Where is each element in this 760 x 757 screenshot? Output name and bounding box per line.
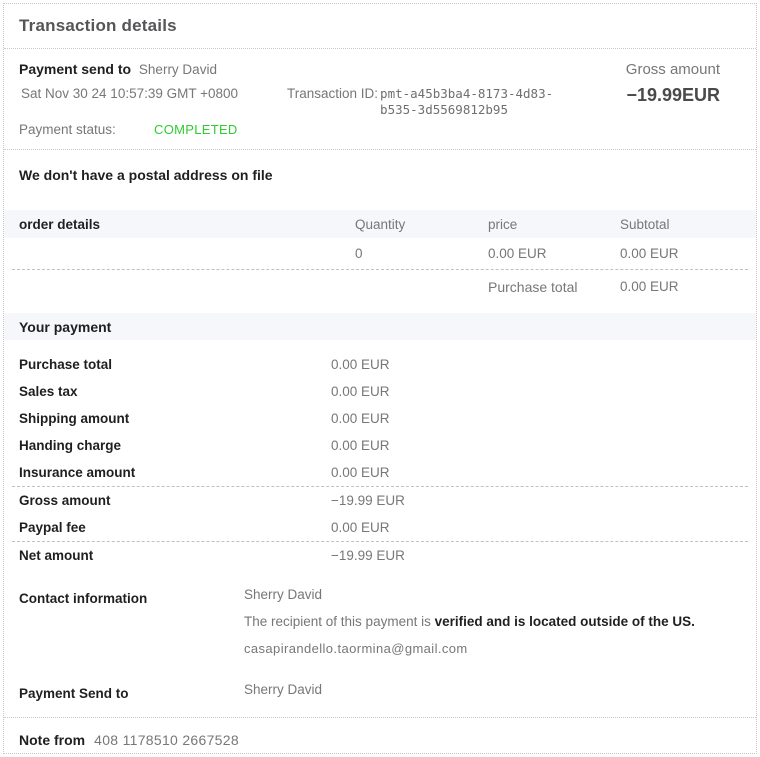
contact-name: Sherry David (244, 587, 323, 602)
contact-information-section: Contact information Sherry David The rec… (4, 587, 756, 668)
order-item-subtotal: 0.00 EUR (620, 246, 679, 261)
page-frame: Transaction details Payment send to Sher… (3, 3, 757, 754)
payment-row-shipping-amount: Shipping amount 0.00 EUR (19, 411, 390, 426)
note-divider (4, 717, 756, 718)
payment-rows-divider-1 (12, 486, 748, 487)
payment-row-handing-charge: Handing charge 0.00 EUR (19, 438, 390, 453)
note-from-row: Note from 408 1178510 2667528 (4, 718, 756, 748)
column-subtotal: Subtotal (620, 216, 670, 232)
order-table-divider (12, 269, 748, 270)
order-item-price: 0.00 EUR (488, 246, 547, 261)
payment-send-to-label: Payment send to (19, 61, 132, 77)
order-item-quantity: 0 (355, 246, 363, 261)
transaction-id-label: Transaction ID: (287, 86, 379, 101)
payment-row-paypal-fee: Paypal fee 0.00 EUR (19, 520, 390, 535)
payment-row-insurance-amount: Insurance amount 0.00 EUR (19, 465, 390, 480)
column-price: price (488, 216, 518, 232)
note-from-value: 408 1178510 2667528 (94, 732, 239, 748)
payment-row-purchase-total: Purchase total 0.00 EUR (19, 357, 390, 372)
recipient-verification-prefix: The recipient of this payment is (244, 614, 435, 629)
payment-row-sales-tax: Sales tax 0.00 EUR (19, 384, 390, 399)
column-quantity: Quantity (355, 216, 406, 232)
transaction-meta-row: Sat Nov 30 24 10:57:39 GMT +0800 Transac… (19, 86, 558, 117)
order-table-row: 0 0.00 EUR 0.00 EUR (4, 238, 756, 269)
your-payment-title: Your payment (19, 318, 112, 335)
contact-information-label: Contact information (19, 591, 148, 606)
payment-rows-divider-2 (12, 541, 748, 542)
transaction-id-value: pmt-a45b3ba4-8173-4d83-b535-3d5569812b95 (380, 86, 554, 117)
your-payment-header: Your payment (4, 313, 756, 340)
recipient-verification-bold: verified and is located outside of the U… (434, 614, 695, 629)
payment-send-to-section: Payment Send to Sherry David (4, 682, 756, 701)
recipient-verification-line: The recipient of this payment is verifie… (244, 614, 695, 629)
note-from-label: Note from (19, 732, 86, 748)
payment-summary-section: Payment send to Sherry David Sat Nov 30 … (4, 49, 756, 150)
payment-send-to-row: Payment send to Sherry David (19, 61, 558, 77)
purchase-total-label: Purchase total (488, 278, 578, 295)
payment-status-label: Payment status: (19, 122, 116, 138)
payment-status-badge: COMPLETED (154, 122, 238, 138)
postal-address-notice: We don't have a postal address on file (19, 167, 273, 183)
payment-send-to-bottom-name: Sherry David (244, 682, 323, 697)
payment-summary-left: Payment send to Sherry David Sat Nov 30 … (19, 61, 558, 149)
payment-send-to-bottom-label: Payment Send to (19, 686, 129, 701)
order-details-label: order details (19, 216, 101, 232)
page-header: Transaction details (4, 4, 756, 49)
contact-email: casapirandello.taormina@gmail.com (244, 641, 468, 656)
page-title: Transaction details (19, 16, 177, 35)
purchase-total-row: Purchase total 0.00 EUR (4, 270, 756, 303)
payment-status-row: Payment status: COMPLETED (19, 122, 558, 137)
order-details-header: order details Quantity price Subtotal (4, 210, 756, 238)
purchase-total-value: 0.00 EUR (620, 279, 679, 294)
payment-row-gross-amount: Gross amount −19.99 EUR (19, 493, 405, 508)
gross-amount-label: Gross amount (625, 61, 720, 78)
payment-row-net-amount: Net amount −19.99 EUR (19, 548, 405, 563)
transaction-date: Sat Nov 30 24 10:57:39 GMT +0800 (21, 86, 239, 101)
gross-amount-block: Gross amount −19.99EUR (558, 61, 756, 149)
payee-name: Sherry David (138, 62, 217, 77)
contact-information-content: Sherry David The recipient of this payme… (244, 587, 695, 668)
gross-amount-value: −19.99EUR (626, 85, 720, 105)
your-payment-rows: Purchase total 0.00 EUR Sales tax 0.00 E… (4, 340, 756, 569)
